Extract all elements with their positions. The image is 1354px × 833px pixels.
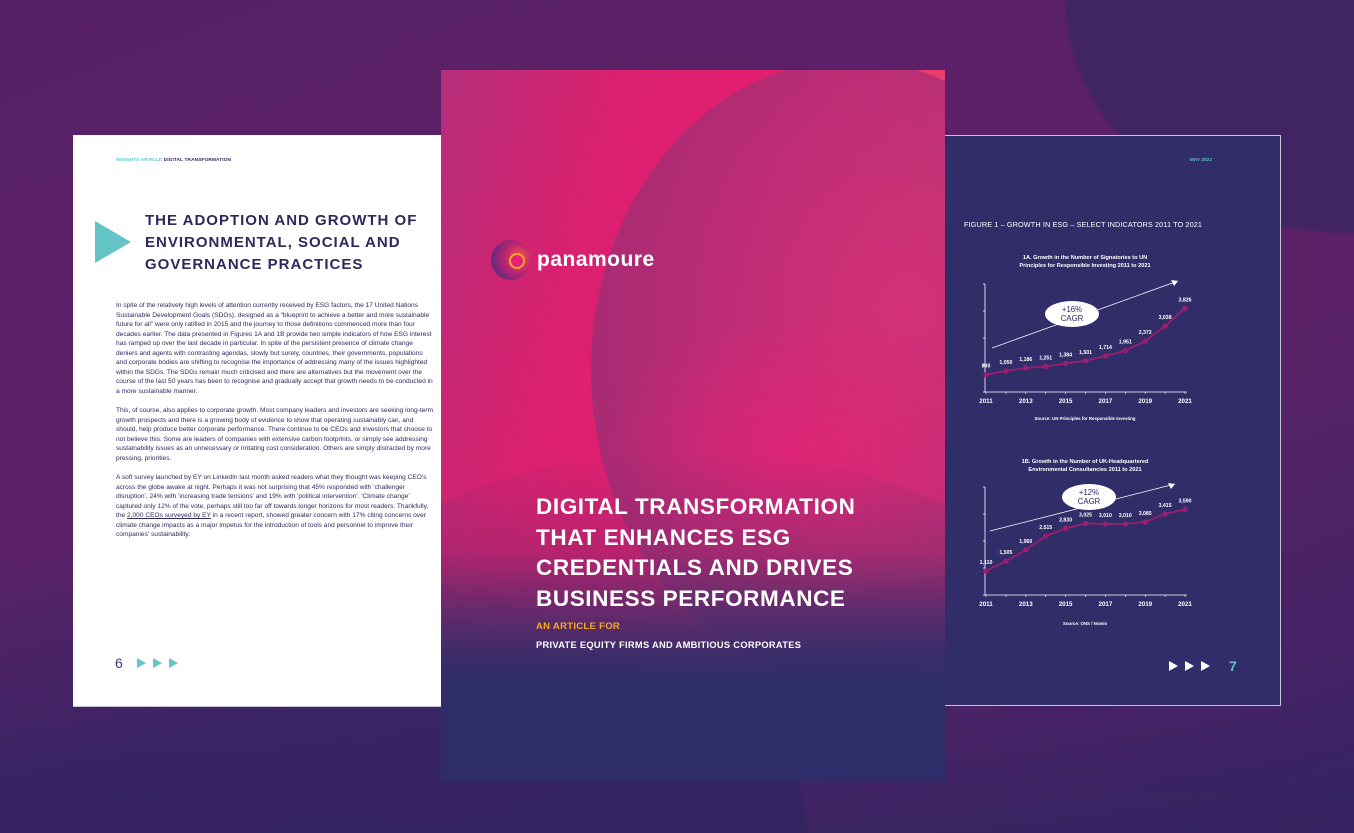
svg-text:3,590: 3,590 [1179, 499, 1192, 505]
svg-text:1,050: 1,050 [999, 360, 1012, 366]
arrow-right-icon [1185, 661, 1194, 671]
chart-1b: 2011 2013 2015 2017 2019 2021 +12%CAGR 1,110 1,5… [979, 483, 1192, 608]
svg-text:3,085: 3,085 [1139, 511, 1152, 517]
svg-text:2,515: 2,515 [1039, 525, 1052, 531]
svg-text:3,010: 3,010 [1099, 513, 1112, 519]
svg-text:2011: 2011 [979, 398, 993, 405]
svg-text:3,415: 3,415 [1159, 503, 1172, 509]
svg-text:1,110: 1,110 [980, 560, 993, 566]
svg-text:2,830: 2,830 [1059, 517, 1072, 523]
svg-text:3,038: 3,038 [1159, 315, 1172, 321]
svg-text:1,501: 1,501 [1079, 350, 1092, 356]
logo-mark-icon [491, 240, 531, 280]
chart-title-line: Environmental Consultancies 2011 to 2021 [1028, 467, 1142, 473]
left-page-footer: 6 [115, 655, 185, 671]
chart-title-line: Principles for Responsible Investing 201… [1019, 263, 1151, 269]
paragraph: This, of course, also applies to corpora… [116, 407, 434, 462]
chart-1b-source: Source: ONS / Nomis [1062, 621, 1108, 626]
svg-text:CAGR: CAGR [1078, 497, 1101, 506]
svg-text:+16%: +16% [1062, 305, 1082, 314]
svg-text:2015: 2015 [1059, 601, 1073, 608]
right-page: MAY 2022 FIGURE 1 – GROWTH IN ESG – SELE… [945, 135, 1281, 706]
svg-text:2,372: 2,372 [1139, 330, 1152, 336]
paragraph-text: A soft survey launched by EY on LinkedIn… [116, 474, 429, 519]
svg-text:2017: 2017 [1099, 601, 1113, 608]
svg-text:2021: 2021 [1178, 398, 1192, 405]
left-page: INSIGHTS ARTICLE DIGITAL TRANSFORMATION … [73, 135, 441, 706]
arrow-right-icon [1169, 661, 1178, 671]
svg-text:1,714: 1,714 [1099, 345, 1112, 351]
kicker: INSIGHTS ARTICLE DIGITAL TRANSFORMATION [116, 158, 231, 163]
svg-text:1,186: 1,186 [1019, 357, 1032, 363]
svg-text:2013: 2013 [1019, 601, 1033, 608]
arrow-right-icon [152, 658, 162, 668]
paragraph: In spite of the relatively high levels o… [116, 302, 433, 395]
title-line: GOVERNANCE PRACTICES [145, 256, 364, 273]
cover-title-line: BUSINESS PERFORMANCE [536, 585, 846, 611]
cover-title-line: CREDENTIALS AND DRIVES [536, 555, 854, 580]
svg-text:1,951: 1,951 [1119, 340, 1132, 346]
title-line: THE ADOPTION AND GROWTH OF [145, 212, 418, 229]
arrow-right-icon [1201, 661, 1210, 671]
svg-text:2013: 2013 [1019, 398, 1033, 405]
svg-text:2019: 2019 [1138, 398, 1152, 405]
play-triangle-icon [95, 221, 131, 263]
cover-bottom-band [441, 552, 945, 782]
kicker-highlight: INSIGHTS ARTICLE [116, 158, 163, 163]
page-number: 6 [115, 655, 123, 671]
cover-title-line: DIGITAL TRANSFORMATION [536, 494, 856, 519]
svg-text:CAGR: CAGR [1061, 314, 1084, 323]
title-line: ENVIRONMENTAL, SOCIAL AND [145, 234, 401, 251]
chart-title-line: 1B. Growth in the Number of UK-Headquart… [1021, 459, 1149, 465]
audience-label: PRIVATE EQUITY FIRMS AND AMBITIOUS CORPO… [536, 640, 802, 650]
svg-text:2019: 2019 [1138, 601, 1152, 608]
cover-title: DIGITAL TRANSFORMATION THAT ENHANCES ESG… [536, 492, 936, 614]
ey-survey-link[interactable]: 2,000 CEOs surveyed by EY [127, 512, 211, 519]
svg-text:3,025: 3,025 [1079, 513, 1092, 519]
left-page-body: In spite of the relatively high levels o… [116, 301, 434, 550]
svg-text:3,010: 3,010 [1119, 513, 1132, 519]
svg-text:2015: 2015 [1059, 398, 1073, 405]
chart-1b-title: 1B. Growth in the Number of UK-Headquart… [970, 458, 1200, 474]
page-date: MAY 2022 [1189, 158, 1212, 163]
brand-name: panamoure [537, 248, 655, 271]
svg-text:890: 890 [982, 364, 991, 370]
figure-title: FIGURE 1 – GROWTH IN ESG – SELECT INDICA… [964, 220, 1203, 229]
svg-text:3,826: 3,826 [1179, 297, 1192, 303]
paragraph: A soft survey launched by EY on LinkedIn… [116, 473, 434, 540]
chart-1a-title: 1A. Growth in the Number of Signatories … [970, 254, 1200, 270]
svg-text:2017: 2017 [1099, 398, 1113, 405]
svg-text:1,505: 1,505 [999, 550, 1012, 556]
svg-text:1,384: 1,384 [1059, 352, 1072, 358]
svg-text:2021: 2021 [1178, 601, 1192, 608]
right-page-footer: 7 [1169, 658, 1237, 674]
left-page-title: THE ADOPTION AND GROWTH OF ENVIRONMENTAL… [145, 210, 435, 276]
paragraph-text: in a recent report, showed greater conce… [116, 512, 426, 538]
arrow-right-icon [168, 658, 178, 668]
kicker-section: DIGITAL TRANSFORMATION [163, 158, 232, 163]
cover-page: panamoure DIGITAL TRANSFORMATION THAT EN… [441, 70, 945, 782]
chart-1a-source: Source: UN Principles for Responsible In… [1034, 416, 1136, 421]
chart-1a: 2011 2013 2015 2017 2019 2021 +16%CAGR 890 1,050… [979, 280, 1192, 405]
svg-text:1,251: 1,251 [1039, 355, 1052, 361]
svg-text:+12%: +12% [1079, 488, 1099, 497]
article-for-label: AN ARTICLE FOR [536, 621, 621, 632]
cover-title-line: THAT ENHANCES ESG [536, 524, 791, 550]
brand-logo: panamoure [491, 240, 655, 280]
chart-title-line: 1A. Growth in the Number of Signatories … [1022, 255, 1148, 261]
page-number: 7 [1229, 658, 1237, 674]
svg-text:1,960: 1,960 [1019, 539, 1032, 545]
arrow-right-icon [136, 658, 146, 668]
svg-text:2011: 2011 [979, 601, 993, 608]
